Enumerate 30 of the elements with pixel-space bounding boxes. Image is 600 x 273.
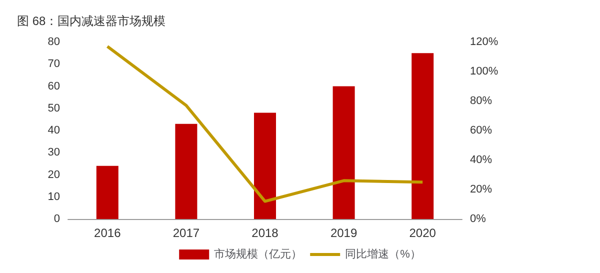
y2-tick-label: 20% [470, 184, 492, 196]
y2-tick-label: 100% [470, 66, 498, 78]
line-series [106, 44, 424, 203]
y-tick-label: 10 [48, 190, 60, 203]
y-tick-label: 20 [48, 168, 60, 181]
x-tick-label: 2018 [252, 226, 279, 240]
y2-tick-label: 0% [470, 213, 486, 225]
x-tick-label: 2017 [172, 226, 200, 240]
y2-tick-label: 120% [470, 36, 498, 48]
y2-tick-label: 40% [470, 154, 492, 166]
y-tick-label: 60 [48, 80, 60, 92]
y-tick-label: 0 [54, 213, 60, 225]
y-tick-label: 30 [48, 146, 60, 159]
x-tick-label: 2019 [330, 226, 358, 240]
legend-label: 同比增速（%） [345, 248, 421, 260]
bar [175, 124, 198, 219]
bar [96, 166, 118, 219]
y2-tick-label: 60% [470, 124, 492, 136]
y-tick-label: 80 [48, 36, 60, 48]
bar [254, 112, 276, 219]
bar [332, 86, 355, 219]
y-tick-label: 70 [48, 58, 60, 70]
x-tick-label: 2016 [94, 226, 122, 240]
y2-tick-label: 80% [470, 95, 492, 107]
x-tick-label: 2020 [409, 226, 436, 240]
bar [412, 53, 434, 219]
y-tick-label: 50 [48, 102, 60, 114]
chart-title: 图 68：国内减速器市场规模 [17, 14, 166, 28]
y-tick-label: 40 [48, 124, 60, 136]
legend-label: 市场规模（亿元） [214, 248, 302, 260]
